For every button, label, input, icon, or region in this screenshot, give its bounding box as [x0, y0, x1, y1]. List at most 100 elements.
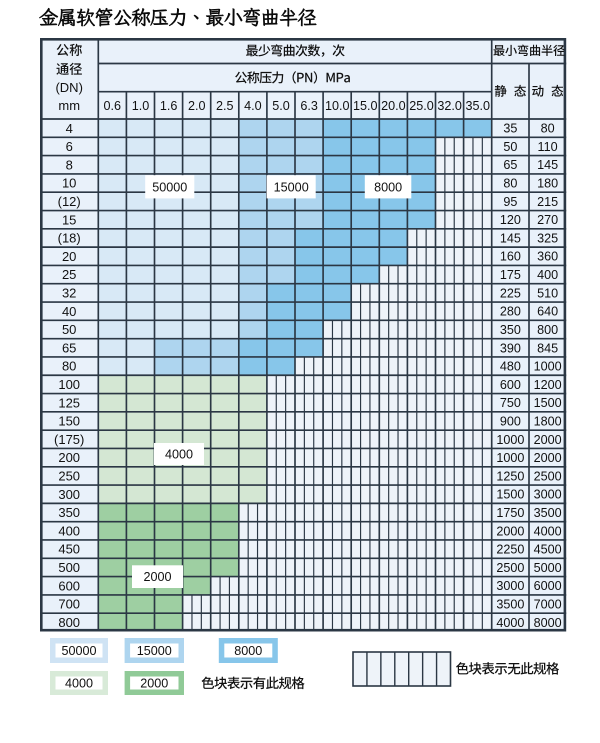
svg-text:1500: 1500: [534, 396, 562, 410]
svg-text:4000: 4000: [165, 448, 193, 462]
svg-text:80: 80: [541, 122, 555, 136]
svg-text:1000: 1000: [496, 433, 524, 447]
svg-text:6000: 6000: [534, 579, 562, 593]
svg-text:15.0: 15.0: [353, 99, 378, 113]
svg-text:2500: 2500: [534, 469, 562, 483]
svg-text:5.0: 5.0: [272, 99, 290, 113]
svg-text:845: 845: [537, 341, 558, 355]
svg-text:4.0: 4.0: [244, 99, 262, 113]
svg-text:65: 65: [503, 158, 517, 172]
svg-text:(12): (12): [58, 194, 81, 209]
svg-text:2000: 2000: [534, 451, 562, 465]
svg-text:20: 20: [62, 249, 76, 264]
svg-text:50: 50: [503, 140, 517, 154]
svg-text:100: 100: [58, 377, 80, 392]
svg-text:600: 600: [500, 378, 521, 392]
svg-text:160: 160: [500, 250, 521, 264]
svg-text:2000: 2000: [143, 570, 171, 584]
svg-text:800: 800: [537, 323, 558, 337]
svg-text:6: 6: [66, 139, 73, 154]
svg-text:280: 280: [500, 305, 521, 319]
svg-text:1200: 1200: [534, 378, 562, 392]
svg-text:2000: 2000: [496, 524, 524, 538]
svg-text:50000: 50000: [152, 180, 187, 194]
svg-text:350: 350: [500, 323, 521, 337]
svg-text:4500: 4500: [534, 543, 562, 557]
svg-text:2000: 2000: [140, 677, 168, 691]
svg-text:640: 640: [537, 305, 558, 319]
svg-text:40: 40: [62, 304, 76, 319]
svg-text:145: 145: [537, 158, 558, 172]
svg-text:(18): (18): [58, 231, 81, 246]
svg-text:7000: 7000: [534, 598, 562, 612]
svg-text:1000: 1000: [496, 451, 524, 465]
svg-text:4000: 4000: [534, 524, 562, 538]
svg-text:700: 700: [58, 597, 80, 612]
svg-text:15000: 15000: [137, 644, 172, 658]
svg-text:2250: 2250: [496, 543, 524, 557]
svg-text:6.3: 6.3: [300, 99, 318, 113]
svg-text:2.0: 2.0: [188, 99, 206, 113]
svg-text:270: 270: [537, 213, 558, 227]
svg-text:250: 250: [58, 469, 80, 484]
svg-text:3500: 3500: [496, 598, 524, 612]
svg-text:80: 80: [62, 359, 76, 374]
svg-text:510: 510: [537, 286, 558, 300]
svg-text:480: 480: [500, 360, 521, 374]
svg-text:150: 150: [58, 414, 80, 429]
svg-text:2.5: 2.5: [216, 99, 234, 113]
svg-text:8000: 8000: [234, 644, 262, 658]
svg-text:175: 175: [500, 268, 521, 282]
svg-text:500: 500: [58, 560, 80, 575]
svg-text:35: 35: [503, 122, 517, 136]
svg-text:65: 65: [62, 340, 76, 355]
svg-text:400: 400: [537, 268, 558, 282]
svg-text:15: 15: [62, 212, 76, 227]
svg-text:mm: mm: [58, 98, 80, 113]
svg-text:25.0: 25.0: [409, 99, 434, 113]
svg-text:1000: 1000: [534, 360, 562, 374]
svg-text:4000: 4000: [65, 677, 93, 691]
svg-text:4: 4: [66, 121, 73, 136]
svg-text:4000: 4000: [496, 616, 524, 630]
svg-text:5000: 5000: [534, 561, 562, 575]
svg-text:180: 180: [537, 177, 558, 191]
svg-text:1800: 1800: [534, 415, 562, 429]
svg-text:32.0: 32.0: [437, 99, 462, 113]
svg-text:900: 900: [500, 415, 521, 429]
svg-text:200: 200: [58, 450, 80, 465]
svg-text:1500: 1500: [496, 488, 524, 502]
svg-text:145: 145: [500, 231, 521, 245]
svg-text:1.0: 1.0: [132, 99, 150, 113]
svg-text:2500: 2500: [496, 561, 524, 575]
svg-text:390: 390: [500, 341, 521, 355]
svg-text:25: 25: [62, 267, 76, 282]
svg-text:10: 10: [62, 176, 76, 191]
svg-text:50000: 50000: [61, 644, 96, 658]
svg-text:360: 360: [537, 250, 558, 264]
svg-text:15000: 15000: [274, 180, 309, 194]
svg-text:20.0: 20.0: [381, 99, 406, 113]
svg-text:450: 450: [58, 542, 80, 557]
svg-text:350: 350: [58, 505, 80, 520]
svg-text:3000: 3000: [496, 579, 524, 593]
svg-text:8000: 8000: [534, 616, 562, 630]
svg-text:110: 110: [538, 140, 558, 154]
svg-text:(DN): (DN): [55, 80, 82, 95]
svg-text:32: 32: [62, 286, 76, 301]
svg-text:800: 800: [58, 615, 80, 630]
svg-text:50: 50: [62, 322, 76, 337]
svg-text:325: 325: [537, 231, 558, 245]
svg-text:125: 125: [58, 395, 80, 410]
svg-text:1750: 1750: [496, 506, 524, 520]
svg-text:750: 750: [500, 396, 521, 410]
svg-text:8000: 8000: [374, 180, 402, 194]
svg-text:2000: 2000: [534, 433, 562, 447]
svg-text:600: 600: [58, 578, 80, 593]
svg-text:10.0: 10.0: [325, 99, 350, 113]
svg-text:80: 80: [503, 177, 517, 191]
svg-text:1250: 1250: [496, 469, 524, 483]
svg-text:120: 120: [500, 213, 521, 227]
svg-text:400: 400: [58, 523, 80, 538]
svg-text:3000: 3000: [534, 488, 562, 502]
